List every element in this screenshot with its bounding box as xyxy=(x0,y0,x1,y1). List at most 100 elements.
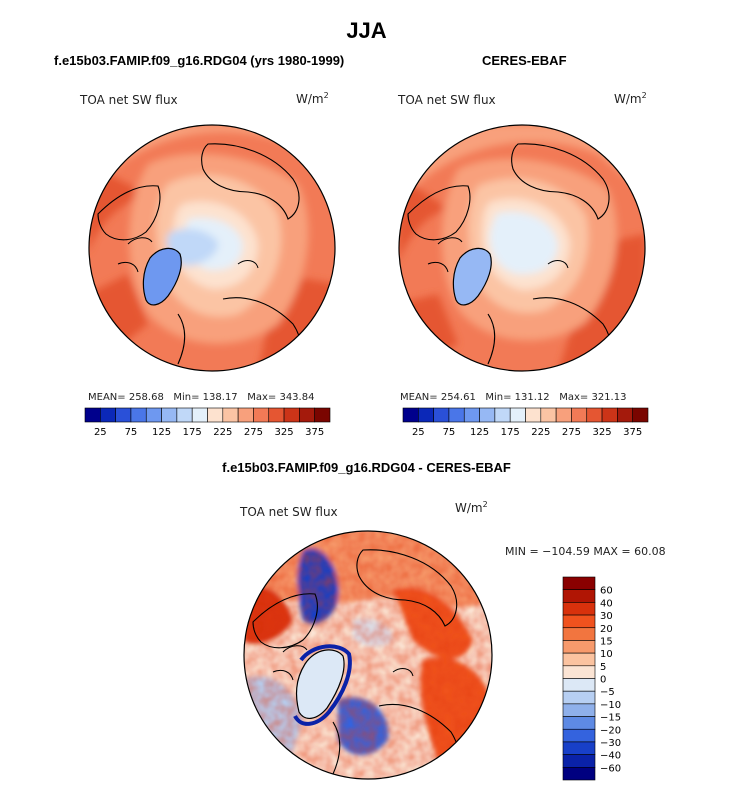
obs-colorbar-swatch xyxy=(555,407,572,423)
diff-colorbar-tick-label: 30 xyxy=(600,611,613,622)
model-field xyxy=(89,125,335,371)
diff-colorbar-tick-label: 20 xyxy=(600,624,613,635)
obs-colorbar-swatch xyxy=(479,407,496,423)
model-colorbar-tick-label: 275 xyxy=(244,427,263,438)
model-colorbar-swatch xyxy=(314,407,331,423)
model-colorbar-swatch xyxy=(207,407,224,423)
diff-stats: MIN = −104.59 MAX = 60.08 xyxy=(505,545,666,558)
obs-colorbar-swatch xyxy=(540,407,557,423)
obs-colorbar-tick-label: 125 xyxy=(470,427,489,438)
diff-colorbar-tick-label: 0 xyxy=(600,675,606,686)
model-units-label: W/m2 xyxy=(296,91,329,106)
model-colorbar-swatch xyxy=(222,407,239,423)
difference-map-border xyxy=(243,530,493,780)
diff-colorbar-tick-label: 10 xyxy=(600,649,613,660)
obs-colorbar-tick-label: 25 xyxy=(412,427,425,438)
diff-colorbar-tick-label: −60 xyxy=(600,763,621,774)
obs-polar-map xyxy=(398,124,646,372)
obs-colorbar-tick-label: 275 xyxy=(562,427,581,438)
model-colorbar-swatch xyxy=(145,407,162,423)
model-colorbar-tick-label: 225 xyxy=(213,427,232,438)
model-colorbar: 25 75 125 175 225 275 325 375 xyxy=(84,407,331,438)
diff-colorbar-swatch xyxy=(562,728,596,743)
model-colorbar-swatch xyxy=(268,407,285,423)
model-colorbar-swatch xyxy=(100,407,116,423)
model-colorbar-tick-label: 375 xyxy=(305,427,324,438)
diff-colorbar-swatch xyxy=(562,602,596,616)
model-colorbar-swatch xyxy=(237,407,254,423)
model-colorbar-swatch xyxy=(130,407,147,423)
obs-colorbar-swatch xyxy=(525,407,542,423)
obs-colorbar-swatch xyxy=(494,407,511,423)
diff-colorbar-swatch xyxy=(562,576,596,590)
model-polar-map xyxy=(88,124,336,372)
diff-colorbar-tick-label: 40 xyxy=(600,598,613,609)
difference-polar-map xyxy=(243,530,493,780)
model-colorbar-tick-label: 325 xyxy=(275,427,294,438)
model-colorbar-swatch xyxy=(191,407,208,423)
obs-colorbar: 25 75 125 175 225 275 325 375 xyxy=(402,407,649,438)
obs-colorbar-tick-label: 225 xyxy=(531,427,550,438)
diff-colorbar-tick-label: 60 xyxy=(600,586,613,597)
diff-colorbar-swatch xyxy=(562,754,596,768)
diff-colorbar-swatch xyxy=(562,589,596,603)
model-stats: MEAN= 258.68 Min= 138.17 Max= 343.84 xyxy=(88,392,315,403)
obs-stats: MEAN= 254.61 Min= 131.12 Max= 321.13 xyxy=(400,392,627,403)
diff-colorbar-tick-label: −15 xyxy=(600,713,621,724)
diff-colorbar-swatch xyxy=(562,678,596,692)
model-colorbar-tick-label: 175 xyxy=(183,427,202,438)
model-panel-title: f.e15b03.FAMIP.f09_g16.RDG04 (yrs 1980-1… xyxy=(54,53,345,68)
diff-units-label: W/m2 xyxy=(455,500,488,515)
model-colorbar-tick-label: 75 xyxy=(125,427,138,438)
greenland-icon xyxy=(142,247,182,306)
diff-colorbar-swatch xyxy=(562,640,596,654)
difference-field xyxy=(244,531,492,779)
diff-colorbar-swatch xyxy=(562,690,596,705)
obs-panel-title: CERES-EBAF xyxy=(482,53,567,68)
diff-colorbar-swatch xyxy=(562,652,596,667)
diff-colorbar-tick-label: −40 xyxy=(600,751,621,762)
obs-variable-label: TOA net SW flux xyxy=(398,93,496,107)
model-colorbar-swatch xyxy=(84,407,101,423)
model-colorbar-swatch xyxy=(161,407,178,423)
model-colorbar-tick-label: 25 xyxy=(94,427,107,438)
diff-colorbar-swatch xyxy=(562,716,596,730)
page-title: JJA xyxy=(346,18,387,43)
model-colorbar-swatch xyxy=(253,407,270,423)
diff-colorbar-tick-label: −10 xyxy=(600,700,621,711)
diff-colorbar-tick-label: −5 xyxy=(600,687,615,698)
model-colorbar-swatch xyxy=(176,407,193,423)
obs-units-label: W/m2 xyxy=(614,91,647,106)
greenland-icon xyxy=(295,649,345,719)
model-colorbar-swatch xyxy=(283,407,300,423)
diff-colorbar-swatch xyxy=(562,703,596,717)
model-map-border xyxy=(88,124,336,372)
obs-colorbar-tick-label: 75 xyxy=(443,427,456,438)
diff-variable-label: TOA net SW flux xyxy=(240,505,338,519)
difference-panel-title: f.e15b03.FAMIP.f09_g16.RDG04 - CERES-EBA… xyxy=(222,460,511,475)
obs-colorbar-tick-label: 375 xyxy=(623,427,642,438)
model-variable-label: TOA net SW flux xyxy=(80,93,178,107)
diff-colorbar-swatch xyxy=(562,665,596,679)
diff-colorbar-swatch xyxy=(562,767,596,781)
obs-colorbar-swatch xyxy=(586,407,603,423)
obs-colorbar-swatch xyxy=(433,407,450,423)
model-colorbar-swatch xyxy=(299,407,315,423)
diff-colorbar-tick-label: −20 xyxy=(600,725,621,736)
greenland-icon xyxy=(452,247,492,306)
diff-colorbar-tick-label: 5 xyxy=(600,662,606,673)
obs-colorbar-swatch xyxy=(402,407,419,423)
diff-colorbar-tick-label: 15 xyxy=(600,636,613,647)
obs-colorbar-swatch xyxy=(463,407,480,423)
obs-colorbar-swatch xyxy=(617,407,633,423)
obs-map-border xyxy=(398,124,646,372)
obs-colorbar-swatch xyxy=(632,407,649,423)
obs-colorbar-swatch xyxy=(509,407,526,423)
obs-colorbar-swatch xyxy=(601,407,618,423)
diff-colorbar-tick-label: −30 xyxy=(600,738,621,749)
obs-colorbar-tick-label: 325 xyxy=(593,427,612,438)
diff-colorbar-swatch xyxy=(562,627,596,641)
obs-colorbar-swatch xyxy=(418,407,434,423)
obs-colorbar-swatch xyxy=(571,407,588,423)
model-colorbar-tick-label: 125 xyxy=(152,427,171,438)
